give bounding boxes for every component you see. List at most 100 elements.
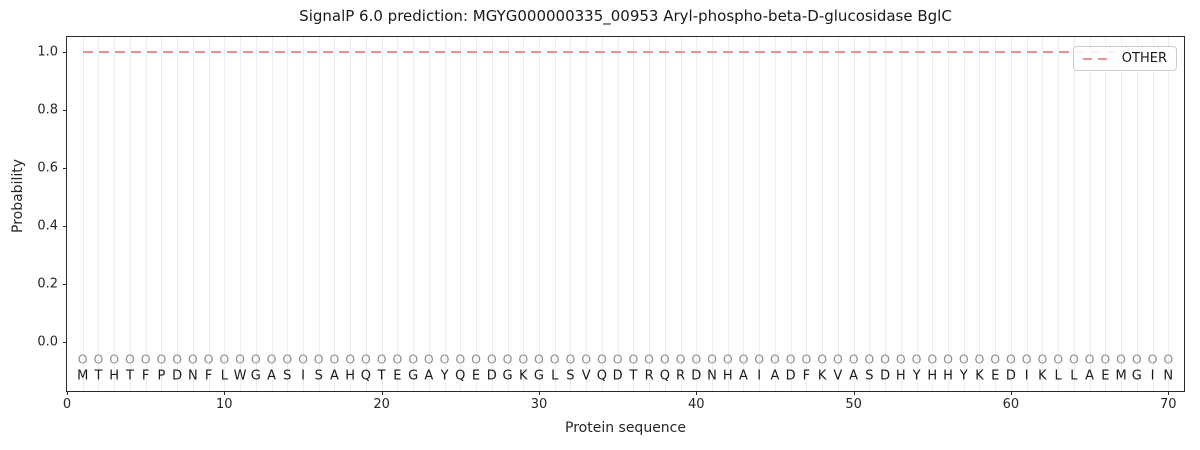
x-tick-mark [853,391,855,395]
residue-class-marker: O [880,351,890,367]
gridline [1058,37,1060,391]
residue-class-marker: O [1068,351,1079,367]
gridline [224,37,226,391]
y-tick-mark [63,167,67,169]
gridline [774,37,776,391]
gridline [208,37,210,391]
x-tick-mark [538,391,540,395]
residue-letter: P [157,368,166,384]
residue-class-marker: O [675,351,686,367]
residue-letter: Y [440,368,449,384]
gridline [932,37,934,391]
residue-class-marker: O [1131,351,1142,367]
residue-letter: A [849,368,859,384]
residue-class-marker: O [376,351,387,367]
residue-letter: S [314,368,323,384]
residue-class-marker: O [848,351,859,367]
residue-class-marker: O [1116,351,1126,367]
residue-letter: E [393,368,402,384]
residue-letter: H [109,368,120,384]
gridline [1010,37,1012,391]
residue-letter: K [817,368,827,384]
residue-letter: G [1131,368,1142,384]
residue-class-marker: O [943,351,953,367]
residue-letter: L [1070,368,1078,384]
residue-letter: M [1115,368,1127,384]
residue-class-marker: O [628,351,639,367]
y-axis-label: Probability [10,158,26,234]
residue-letter: F [141,368,150,384]
gridline [491,37,493,391]
gridline [712,37,714,391]
residue-class-marker: O [785,351,796,367]
residue-class-marker: O [1053,351,1064,367]
y-tick-mark [63,342,67,344]
gridline [1168,37,1170,391]
y-tick-label: 0.8 [37,102,58,118]
residue-class-marker: O [235,351,245,367]
residue-class-marker: O [990,351,1001,367]
x-tick-mark [1168,391,1170,395]
x-tick-label: 50 [845,397,862,412]
residue-letter: G [408,368,419,384]
gridline [790,37,792,391]
gridline [995,37,997,391]
residue-letter: H [943,368,953,384]
residue-class-marker: O [360,351,371,367]
residue-letter: A [739,368,748,384]
gridline [1121,37,1123,391]
y-tick-mark [63,226,67,228]
residue-letter: H [895,368,906,384]
x-tick-label: 40 [688,397,705,412]
gridline [114,37,116,391]
gridline [287,37,289,391]
residue-letter: T [125,368,134,384]
residue-class-marker: O [1021,351,1032,367]
x-tick-mark [67,391,68,395]
residue-class-marker: O [911,351,922,367]
residue-class-marker: O [282,351,293,367]
x-tick-mark [381,391,383,395]
gridline [1026,37,1028,391]
legend: OTHER [1072,46,1177,71]
y-tick-label: 1.0 [37,44,58,60]
gridline [696,37,698,391]
residue-letter: V [833,368,843,384]
residue-class-marker: O [581,351,592,367]
residue-class-marker: O [770,351,780,367]
residue-letter: A [1085,368,1095,384]
residue-class-marker: O [408,351,419,367]
gridline [428,37,430,391]
gridline [1089,37,1091,391]
residue-class-marker: O [754,351,765,367]
gridline [1152,37,1154,391]
gridline [523,37,525,391]
residue-class-marker: O [1084,351,1095,367]
residue-letter: R [676,368,686,384]
gridline [633,37,635,391]
other-probability-line [82,50,1169,53]
residue-class-marker: O [974,351,985,367]
residue-class-marker: O [1147,351,1158,367]
gridline [570,37,572,391]
residue-class-marker: O [109,351,120,367]
residue-letter: G [250,368,261,384]
x-tick-label: 30 [530,397,548,412]
residue-class-marker: O [1006,351,1016,367]
residue-letter: L [1054,368,1062,384]
residue-class-marker: O [471,351,481,367]
residue-class-marker: O [172,351,183,367]
residue-letter: E [991,368,1000,384]
y-tick-mark [63,51,67,53]
residue-letter: I [1150,368,1155,384]
residue-letter: A [329,368,339,384]
residue-letter: D [785,368,796,384]
gridline [1042,37,1044,391]
gridline [255,37,257,391]
gridline [365,37,367,391]
residue-letter: D [691,368,702,384]
gridline [963,37,965,391]
residue-letter: D [1005,368,1016,384]
residue-class-marker: O [156,351,167,367]
